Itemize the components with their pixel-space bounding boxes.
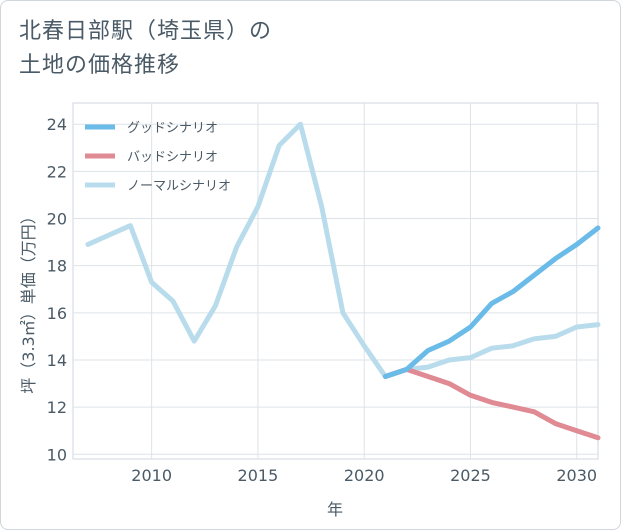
y-axis-label: 坪（3.3㎡）単価（万円） [19, 208, 38, 393]
x-tick-label: 2025 [450, 466, 491, 485]
x-axis-label: 年 [327, 500, 343, 519]
y-tick-label: 14 [47, 351, 67, 370]
chart-title: 北春日部駅（埼玉県）の 土地の価格推移 [19, 15, 272, 83]
x-tick-label: 2030 [556, 466, 597, 485]
y-tick-label: 22 [47, 162, 67, 181]
x-tick-label: 2020 [344, 466, 385, 485]
title-line-2: 土地の価格推移 [19, 53, 181, 78]
y-tick-label: 20 [47, 210, 67, 229]
y-tick-label: 10 [47, 445, 67, 464]
y-tick-label: 24 [47, 115, 67, 134]
legend-label-3: ノーマルシナリオ [127, 179, 231, 194]
legend-label-2: バッドシナリオ [127, 150, 218, 165]
series-line-3 [85, 121, 601, 379]
y-tick-label: 18 [47, 257, 67, 276]
y-tick-label: 12 [47, 398, 67, 417]
grid-lines [73, 103, 598, 459]
legend-label-1: グッドシナリオ [127, 121, 218, 136]
series-line-1 [382, 225, 601, 379]
x-tick-label: 2015 [238, 466, 279, 485]
y-tick-labels: 10 12 14 16 18 20 22 24 [47, 115, 67, 464]
series-line-2 [382, 366, 601, 441]
x-tick-labels: 2010 2015 2020 2025 2030 [131, 466, 597, 485]
y-tick-label: 16 [47, 304, 67, 323]
title-line-1: 北春日部駅（埼玉県）の [19, 19, 273, 44]
x-tick-label: 2010 [131, 466, 172, 485]
series-lines [85, 121, 601, 441]
